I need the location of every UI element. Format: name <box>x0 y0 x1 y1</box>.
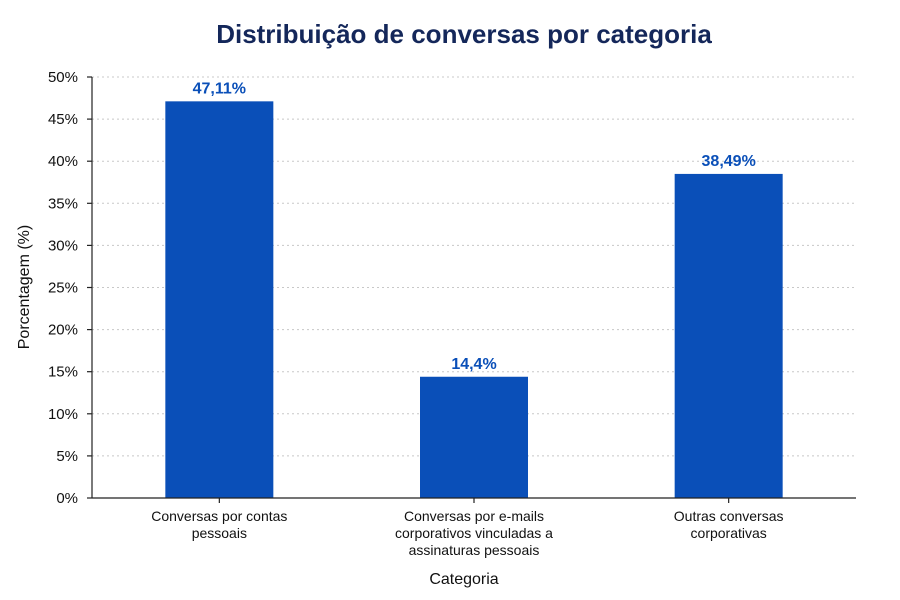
chart-title: Distribuição de conversas por categoria <box>216 19 712 49</box>
y-axis-ticks: 0% 5% 10% 15% 20% 25% 30% 35% 40% 45% 50% <box>48 69 92 507</box>
bar-value-label: 38,49% <box>702 153 756 170</box>
y-tick-label: 10% <box>48 406 78 423</box>
y-tick-label: 25% <box>48 280 78 297</box>
y-tick-label: 30% <box>48 237 78 254</box>
bar-value-label: 47,11% <box>193 80 246 97</box>
y-tick-label: 5% <box>56 448 78 465</box>
bar <box>165 101 274 498</box>
y-axis-title: Porcentagem (%) <box>16 225 33 350</box>
bar <box>420 376 528 498</box>
y-tick-label: 40% <box>48 153 78 170</box>
bar-value-label: 14,4% <box>451 356 496 373</box>
y-tick-label: 35% <box>48 195 78 212</box>
y-tick-label: 20% <box>48 322 78 339</box>
bars <box>165 101 783 499</box>
x-tick-label: Outras conversas corporativas <box>674 508 784 541</box>
x-tick-label: Conversas por e-mails corporativos vincul… <box>395 508 553 558</box>
x-axis-title: Categoria <box>429 571 498 588</box>
x-axis-ticks: Conversas por contas pessoais Conversas po… <box>151 498 784 558</box>
y-tick-label: 0% <box>56 490 78 507</box>
bar <box>674 173 783 499</box>
y-tick-label: 15% <box>48 364 78 381</box>
data-labels: 47,11% 14,4% 38,49% <box>193 80 756 372</box>
x-tick-label: Conversas por contas pessoais <box>151 508 287 541</box>
y-tick-label: 45% <box>48 111 78 128</box>
y-tick-label: 50% <box>48 69 78 86</box>
